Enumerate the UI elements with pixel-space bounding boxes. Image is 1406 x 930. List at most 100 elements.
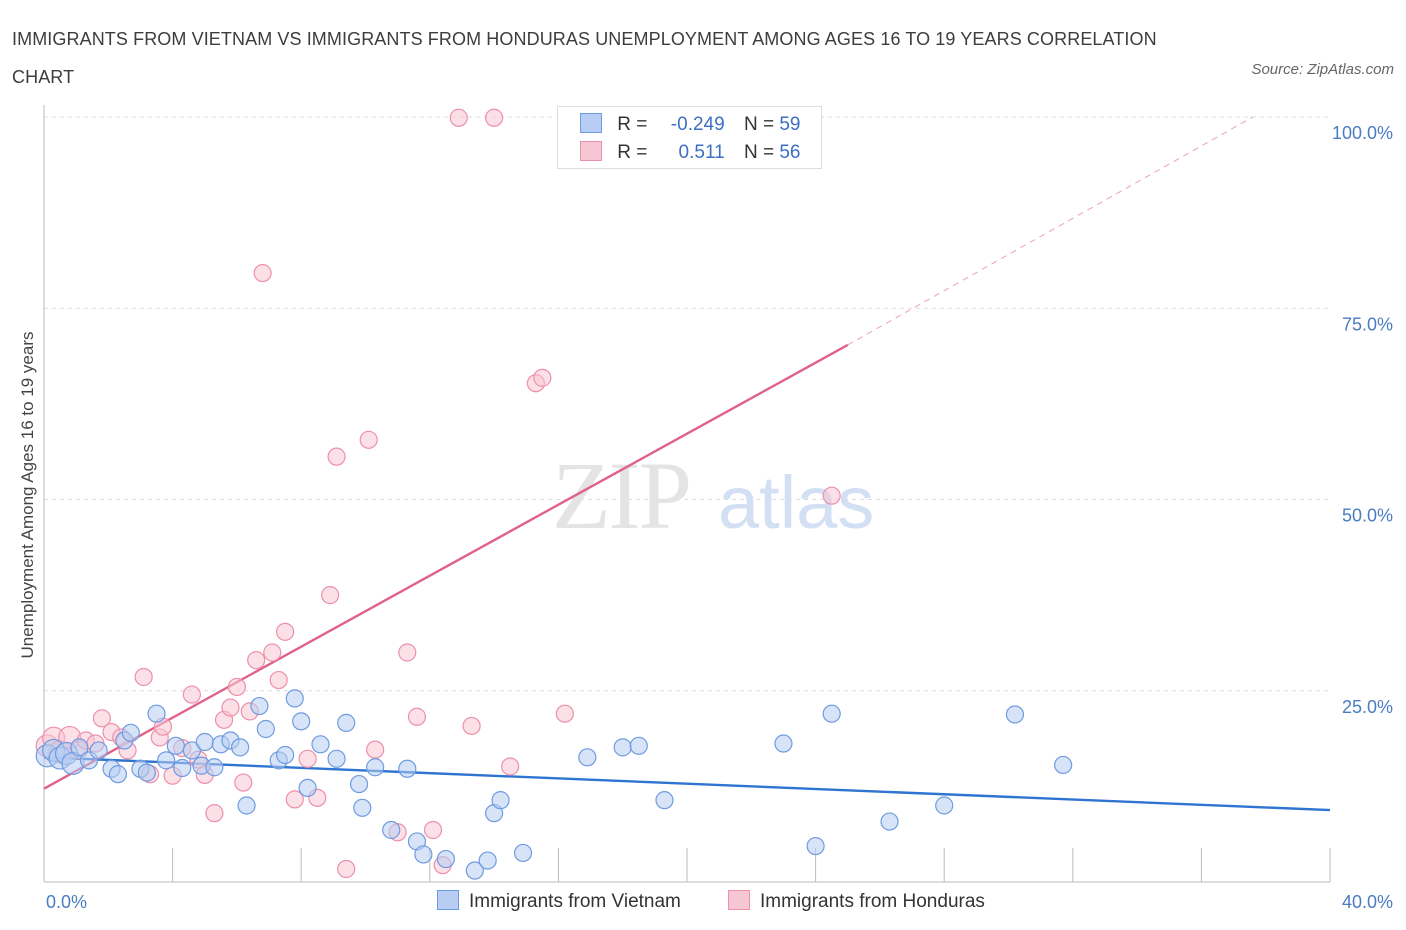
bottom-legend-vietnam: Immigrants from Vietnam: [437, 890, 681, 913]
legend-r-value-vietnam: -0.249: [670, 114, 725, 135]
point-honduras: [263, 643, 282, 662]
point-vietnam: [298, 778, 317, 798]
point-honduras: [276, 622, 295, 641]
point-honduras: [359, 430, 378, 449]
point-honduras: [822, 486, 841, 505]
point-vietnam: [353, 798, 372, 817]
point-honduras: [462, 716, 481, 736]
legend-r-label: R =: [617, 142, 648, 163]
legend-row-vietnam: R = -0.249 N = 59: [580, 113, 800, 137]
legend-n-label: N =: [743, 142, 775, 163]
bottom-legend-label-honduras: Immigrants from Honduras: [760, 891, 985, 912]
point-honduras: [134, 667, 153, 687]
point-vietnam: [366, 758, 385, 777]
point-vietnam: [1054, 755, 1073, 775]
point-vietnam: [166, 736, 185, 755]
point-vietnam: [414, 845, 433, 864]
point-vietnam: [311, 735, 330, 754]
legend-swatch-honduras: [580, 141, 602, 161]
legend-swatch-vietnam: [580, 113, 602, 133]
point-vietnam: [182, 741, 201, 760]
legend-r-label: R =: [617, 114, 648, 135]
point-honduras: [205, 804, 224, 823]
point-vietnam: [337, 713, 356, 732]
point-honduras: [234, 773, 253, 792]
point-honduras: [449, 108, 468, 127]
point-honduras: [366, 740, 385, 759]
point-vietnam: [1005, 705, 1025, 724]
x-tick-label: 40.0%: [1342, 892, 1393, 912]
point-vietnam: [655, 791, 674, 810]
watermark-atlas: atlas: [718, 461, 874, 544]
point-vietnam: [276, 745, 295, 765]
point-vietnam: [237, 796, 256, 815]
watermark: ZIP atlas: [552, 442, 874, 549]
point-vietnam: [147, 704, 166, 723]
point-vietnam: [513, 843, 533, 863]
point-vietnam: [465, 861, 484, 880]
point-vietnam: [398, 759, 417, 778]
point-vietnam: [231, 738, 250, 757]
point-honduras: [269, 670, 288, 690]
bottom-legend-swatch-honduras: [728, 890, 750, 910]
legend-n-value-vietnam: 59: [779, 114, 801, 135]
point-vietnam: [613, 738, 632, 757]
point-vietnam: [349, 774, 369, 794]
point-honduras: [182, 685, 201, 704]
point-vietnam: [774, 734, 793, 753]
y-tick-label: 75.0%: [1342, 314, 1393, 334]
bottom-legend-swatch-vietnam: [437, 890, 459, 910]
legend-r-value-honduras: 0.511: [678, 142, 725, 163]
x-tick-label: 0.0%: [46, 892, 87, 912]
point-vietnam: [327, 749, 346, 768]
trend-line-extension: [847, 116, 1254, 346]
y-tick-label: 50.0%: [1342, 506, 1393, 526]
point-vietnam: [157, 751, 176, 770]
y-axis-label: Unemployment Among Ages 16 to 19 years: [18, 332, 37, 659]
point-vietnam: [137, 763, 156, 782]
point-vietnam: [491, 791, 510, 810]
point-honduras: [247, 651, 266, 670]
point-honduras: [407, 707, 427, 726]
point-vietnam: [629, 736, 648, 755]
grid-lines: [44, 116, 1330, 692]
trend-line-vietnam: [43, 756, 1331, 812]
stats-legend: R = -0.249 N = 59 R = 0.511 N = 56: [557, 106, 822, 169]
point-honduras: [321, 586, 340, 605]
trend-lines: [43, 116, 1331, 812]
point-honduras: [227, 677, 246, 697]
point-vietnam: [173, 758, 192, 778]
point-honduras: [555, 704, 574, 723]
point-honduras: [398, 643, 417, 662]
point-honduras: [221, 698, 240, 717]
source-label: Source: ZipAtlas.com: [1251, 61, 1394, 78]
point-honduras: [298, 749, 317, 768]
point-honduras: [501, 757, 520, 776]
point-honduras: [533, 368, 552, 387]
point-vietnam: [121, 723, 140, 742]
point-vietnam: [806, 836, 825, 856]
point-honduras: [485, 108, 504, 127]
point-honduras: [327, 447, 346, 466]
legend-n-label: N =: [743, 114, 775, 135]
bottom-legend-honduras: Immigrants from Honduras: [728, 890, 985, 913]
point-vietnam: [70, 738, 89, 757]
point-vietnam: [822, 704, 841, 723]
trend-line-honduras: [43, 343, 849, 790]
point-vietnam: [195, 732, 214, 752]
point-honduras: [92, 709, 111, 728]
point-vietnam: [578, 748, 597, 767]
tick-labels: 25.0% 50.0% 75.0% 100.0% 0.0% 40.0%: [46, 123, 1393, 912]
point-honduras: [423, 820, 443, 840]
point-vietnam: [382, 820, 401, 840]
y-tick-label: 100.0%: [1332, 123, 1393, 143]
bottom-legend-label-vietnam: Immigrants from Vietnam: [469, 891, 681, 912]
point-honduras: [253, 263, 272, 283]
point-vietnam: [292, 712, 311, 731]
point-vietnam: [108, 765, 128, 784]
chart-title: IMMIGRANTS FROM VIETNAM VS IMMIGRANTS FR…: [12, 29, 1157, 87]
data-points: [35, 108, 1073, 880]
point-vietnam: [285, 689, 304, 708]
point-honduras: [285, 790, 304, 809]
